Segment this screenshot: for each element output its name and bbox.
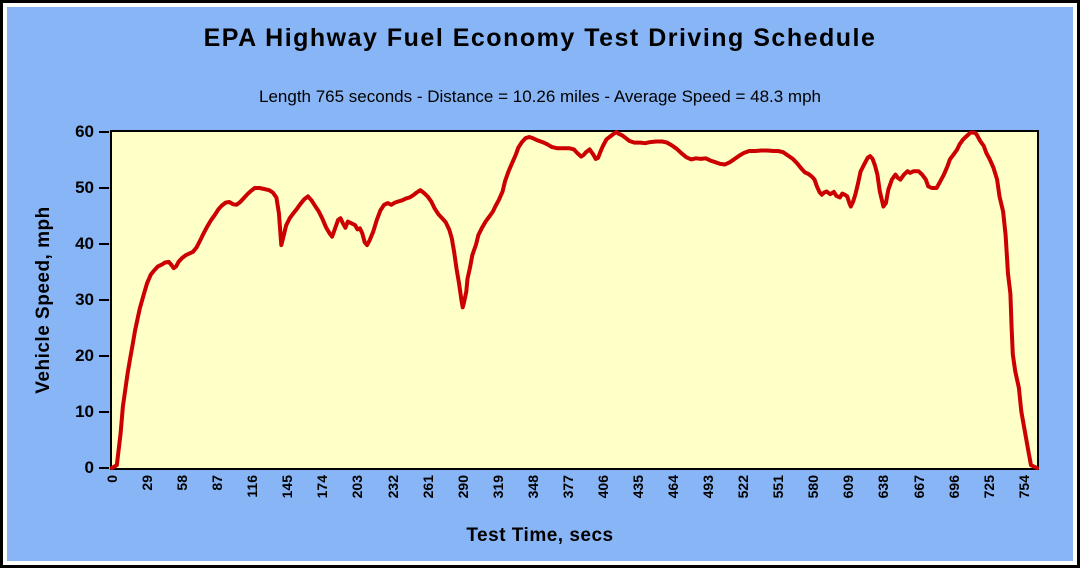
x-tick-label: 29 (139, 475, 156, 491)
y-tick-mark (99, 187, 109, 189)
x-tick-label: 435 (629, 475, 646, 499)
x-tick-label: 174 (314, 475, 331, 499)
x-tick-label: 406 (594, 475, 611, 499)
x-tick-label: 377 (559, 475, 576, 499)
x-tick-label: 696 (945, 475, 962, 499)
x-tick-label: 145 (279, 475, 296, 499)
x-tick-label: 754 (1015, 475, 1032, 499)
x-tick-label: 116 (244, 475, 261, 498)
y-tick-mark (99, 467, 109, 469)
x-tick-label: 493 (700, 475, 717, 499)
x-axis-title: Test Time, secs (466, 525, 614, 546)
y-tick-label: 20 (75, 346, 94, 365)
y-tick-label: 0 (84, 458, 94, 477)
chart-title: EPA Highway Fuel Economy Test Driving Sc… (203, 24, 877, 52)
y-tick-label: 60 (75, 122, 94, 141)
y-tick-mark (99, 299, 109, 301)
y-tick-mark (99, 355, 109, 357)
x-tick-label: 609 (840, 475, 857, 499)
y-tick-mark (99, 131, 109, 133)
x-tick-label: 290 (454, 475, 471, 499)
chart-panel: EPA Highway Fuel Economy Test Driving Sc… (7, 7, 1073, 561)
x-tick-label: 232 (384, 475, 401, 499)
y-tick-mark (99, 243, 109, 245)
speed-trace-line (110, 130, 1039, 470)
x-tick-label: 667 (910, 475, 927, 499)
x-tick-label: 551 (770, 475, 787, 499)
y-tick-label: 10 (75, 402, 94, 421)
x-tick-label: 348 (524, 475, 541, 499)
chart-subtitle: Length 765 seconds - Distance = 10.26 mi… (259, 87, 821, 106)
y-axis-title: Vehicle Speed, mph (33, 206, 54, 394)
x-tick-label: 203 (349, 475, 366, 499)
x-tick-label: 261 (419, 475, 436, 499)
x-tick-label: 58 (174, 475, 191, 491)
x-tick-label: 580 (805, 475, 822, 499)
y-tick-label: 40 (75, 234, 94, 253)
y-tick-label: 50 (75, 178, 94, 197)
x-tick-label: 464 (665, 475, 682, 499)
y-tick-mark (99, 411, 109, 413)
x-tick-label: 725 (980, 475, 997, 499)
y-tick-label: 30 (75, 290, 94, 309)
x-tick-label: 522 (735, 475, 752, 499)
plot-area: 0 10 20 30 40 50 60 0 29 58 87 116 145 174 203 232 261 2… (75, 123, 1039, 498)
x-tick-label: 87 (209, 475, 226, 491)
speed-line-chart (110, 130, 1039, 470)
x-tick-label: 638 (875, 475, 892, 499)
x-tick-label: 319 (489, 475, 506, 499)
x-tick-label: 0 (104, 475, 120, 483)
